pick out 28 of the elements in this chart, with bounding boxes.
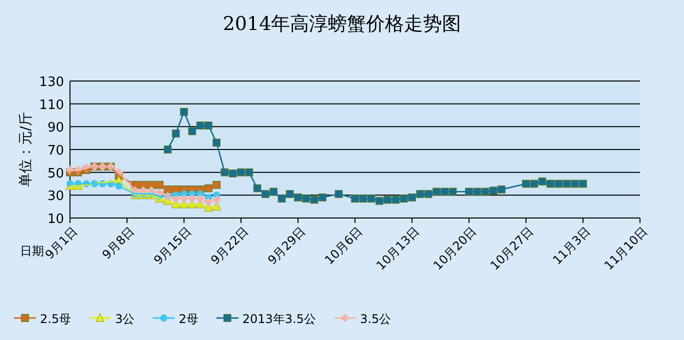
y-axis-title: 单位：元/斤	[18, 112, 34, 187]
y-tick-label: 90	[47, 120, 64, 136]
y-tick-label: 130	[39, 75, 64, 90]
x-tick-label: 11月10日	[602, 224, 650, 273]
legend-label: 3.5公	[360, 312, 392, 326]
x-tick-label: 9月29日	[265, 224, 308, 268]
x-axis-title: 日期	[20, 244, 44, 258]
legend-label: 2.5母	[40, 312, 72, 326]
y-tick-label: 30	[47, 189, 64, 204]
legend-label: 2母	[178, 312, 198, 326]
x-tick-label: 9月1日	[42, 224, 80, 262]
x-tick-label: 9月22日	[208, 224, 252, 268]
legend-label: 2013年3.5公	[242, 312, 316, 326]
x-tick-label: 9月8日	[99, 224, 138, 262]
x-tick-label: 11月3日	[550, 224, 594, 268]
x-tick-label: 10月6日	[322, 224, 366, 268]
y-tick-label: 10	[47, 212, 64, 227]
x-tick-label: 9月15日	[151, 224, 194, 268]
x-tick-label: 10月27日	[488, 224, 536, 273]
point	[212, 180, 221, 189]
y-tick-label: 50	[47, 166, 64, 182]
x-tick-label: 10月20日	[430, 224, 480, 273]
y-tick-label: 70	[47, 144, 64, 158]
legend-label: 3公	[115, 312, 135, 326]
point	[212, 195, 221, 204]
x-tick-label: 10月13日	[374, 224, 422, 273]
y-tick-label: 110	[39, 98, 64, 113]
chart-title: 2014年高淳螃蟹价格走势图	[222, 13, 462, 35]
